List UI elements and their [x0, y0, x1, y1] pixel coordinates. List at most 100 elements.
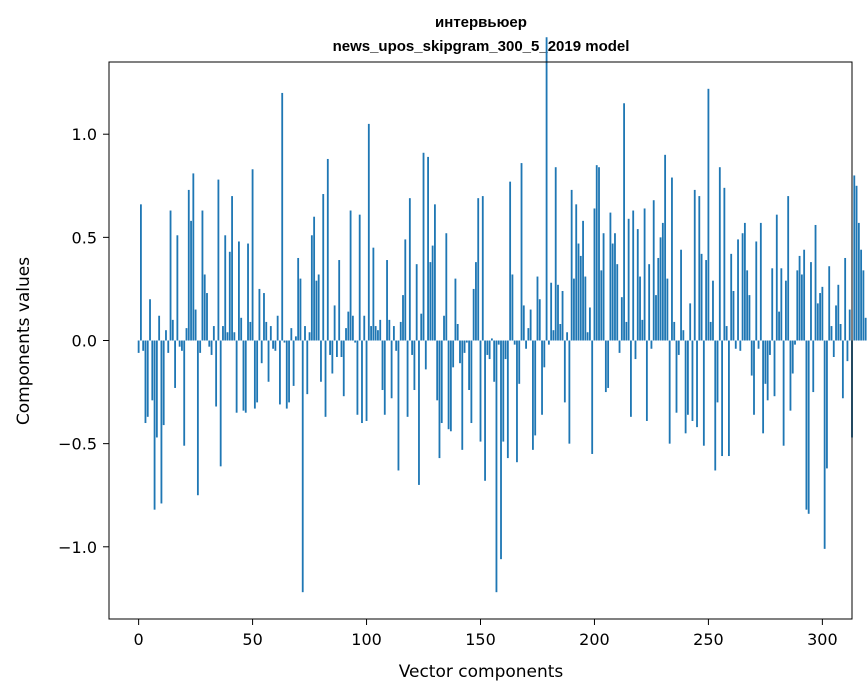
bar-296: [812, 340, 815, 393]
bar-245: [696, 340, 698, 428]
bar-77: [313, 216, 316, 341]
bar-74: [306, 340, 309, 395]
bar-88: [338, 260, 341, 341]
bar-44: [238, 241, 240, 341]
bar-294: [807, 340, 810, 514]
bar-319: [864, 317, 867, 341]
bar-229: [659, 237, 662, 341]
bar-138: [452, 340, 455, 368]
bar-291: [800, 274, 803, 341]
bar-118: [406, 340, 409, 417]
bar-29: [203, 274, 206, 341]
bar-293: [805, 340, 808, 510]
bar-282: [780, 268, 783, 341]
bar-31: [208, 340, 211, 347]
bar-281: [778, 311, 780, 341]
bar-70: [297, 257, 300, 341]
bar-80: [320, 340, 322, 382]
bar-100: [365, 340, 368, 421]
bar-218: [634, 340, 637, 360]
bar-116: [402, 295, 404, 341]
bar-206: [607, 340, 610, 388]
bar-20: [183, 340, 186, 446]
bar-248: [702, 340, 705, 446]
bar-34: [215, 340, 218, 407]
bar-161: [504, 340, 507, 360]
bar-87: [336, 340, 338, 357]
bar-27: [199, 340, 202, 353]
bar-259: [728, 340, 730, 457]
bar-199: [591, 340, 594, 454]
bar-233: [668, 340, 671, 444]
bar-9: [158, 315, 161, 341]
bar-166: [516, 340, 518, 463]
bar-188: [566, 332, 569, 341]
bar-230: [661, 222, 664, 341]
bar-316: [857, 222, 860, 341]
bar-131: [436, 340, 439, 401]
bar-301: [823, 340, 826, 549]
bar-10: [160, 340, 163, 504]
y-tick-label-1: −0.5: [58, 435, 97, 454]
y-tick-label-0: −1.0: [58, 538, 97, 557]
bar-104: [374, 326, 377, 341]
bar-43: [235, 340, 238, 413]
bar-306: [835, 305, 837, 341]
bar-46: [242, 340, 245, 411]
bar-75: [308, 332, 311, 341]
bar-103: [372, 247, 375, 341]
bar-52: [256, 340, 259, 403]
bar-167: [518, 340, 521, 384]
bar-89: [340, 340, 343, 357]
bar-40: [228, 251, 231, 341]
bar-191: [573, 278, 575, 341]
bar-79: [317, 274, 320, 341]
bar-239: [682, 330, 685, 341]
bar-300: [821, 286, 824, 341]
bar-311: [846, 340, 849, 362]
bar-274: [762, 340, 765, 434]
bar-151: [481, 196, 484, 341]
bar-238: [680, 249, 682, 341]
bar-157: [495, 340, 498, 593]
bar-67: [290, 328, 293, 341]
bar-3: [144, 340, 147, 424]
bar-117: [404, 239, 407, 341]
bar-225: [650, 340, 653, 349]
bar-61: [276, 315, 279, 341]
bar-169: [522, 305, 525, 341]
bar-160: [502, 340, 505, 442]
bar-182: [552, 330, 555, 341]
bar-41: [231, 196, 233, 341]
bar-186: [561, 290, 564, 341]
bar-280: [775, 214, 778, 341]
bar-154: [488, 340, 491, 360]
bar-123: [418, 340, 420, 485]
bar-101: [367, 123, 370, 341]
bar-144: [465, 340, 468, 343]
bar-115: [399, 321, 402, 341]
bar-0: [137, 340, 140, 353]
bar-312: [848, 309, 851, 341]
chart-title-line1: интервьюер: [435, 14, 527, 31]
bar-14: [169, 210, 172, 341]
bar-271: [755, 241, 758, 341]
bar-318: [862, 270, 865, 341]
bar-283: [782, 340, 785, 446]
bar-135: [445, 233, 448, 341]
bar-307: [837, 284, 840, 341]
bar-189: [568, 340, 571, 444]
bar-220: [639, 276, 641, 341]
bar-290: [798, 255, 801, 341]
bar-185: [559, 324, 562, 341]
bar-26: [196, 340, 199, 496]
bar-247: [700, 253, 703, 341]
bar-211: [618, 340, 621, 353]
bar-136: [447, 340, 450, 430]
bar-216: [630, 340, 632, 417]
bar-284: [784, 280, 787, 341]
bar-196: [584, 276, 587, 341]
bar-59: [272, 340, 275, 349]
bar-106: [379, 319, 382, 341]
bar-305: [832, 340, 835, 357]
